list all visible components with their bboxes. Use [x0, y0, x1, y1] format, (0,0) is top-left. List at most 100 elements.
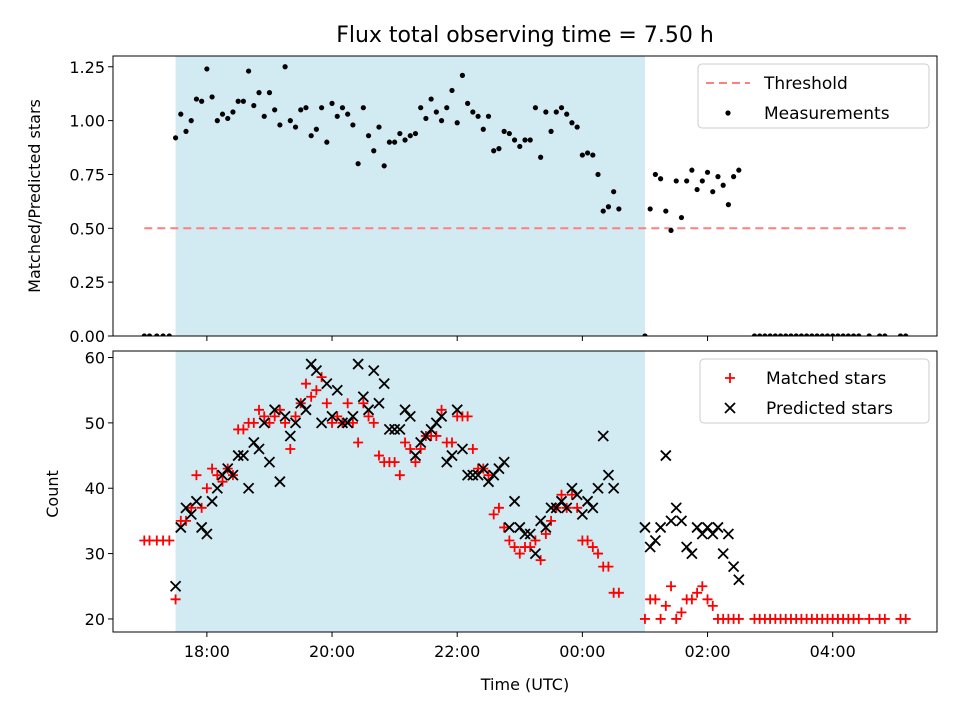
matched-star-point	[525, 542, 536, 553]
matched-star-point	[254, 404, 265, 415]
predicted-star-point	[331, 384, 343, 396]
matched-star-point	[342, 398, 353, 409]
predicted-star-point	[284, 430, 296, 442]
ratio-observing-window	[175, 56, 645, 336]
matched-star-point	[353, 437, 364, 448]
predicted-star-point	[211, 482, 223, 494]
measurement-point	[611, 189, 617, 195]
measurement-point	[219, 111, 226, 117]
measurement-point	[376, 124, 382, 130]
measurement-point	[663, 208, 669, 214]
matched-star-point	[900, 613, 911, 624]
matched-star-point	[207, 463, 218, 474]
measurement-point	[809, 333, 815, 336]
predicted-star-point	[571, 489, 583, 501]
matched-star-point	[431, 430, 442, 441]
predicted-star-point	[545, 502, 557, 514]
measurement-point	[668, 227, 674, 234]
matched-star-point	[514, 548, 525, 559]
predicted-star-point	[269, 404, 281, 416]
measurement-point	[261, 113, 267, 119]
measurement-point	[532, 105, 539, 111]
predicted-star-point	[357, 391, 369, 403]
measurement-point	[824, 333, 831, 336]
matched-star-point	[572, 502, 583, 513]
predicted-star-point	[733, 574, 745, 586]
count-y-tick-label: 40	[85, 479, 105, 498]
legend-predicted-swatch	[724, 402, 736, 414]
predicted-star-point	[529, 547, 542, 560]
measurement-point	[704, 169, 711, 175]
x-tick-label: 00:00	[559, 642, 605, 661]
predicted-star-point	[540, 521, 552, 534]
measurement-point	[345, 111, 351, 117]
matched-star-point	[509, 542, 520, 553]
measurement-point	[360, 105, 366, 111]
measurement-point	[496, 146, 502, 152]
count-y-tick-label: 60	[85, 349, 105, 368]
measurement-point	[574, 124, 580, 130]
matched-star-point	[436, 404, 447, 415]
measurement-point	[772, 333, 778, 336]
measurement-point	[798, 333, 805, 336]
measurement-point	[298, 107, 304, 113]
measurement-point	[339, 105, 346, 111]
measurement-point	[850, 333, 857, 336]
matched-star-point	[650, 594, 661, 605]
matched-star-point	[410, 457, 421, 468]
measurement-point	[209, 94, 215, 100]
measurement-point	[371, 148, 377, 154]
matched-star-point	[311, 385, 322, 396]
measurement-point	[642, 333, 648, 336]
predicted-star-point	[342, 417, 354, 429]
predicted-star-point	[295, 397, 307, 409]
predicted-star-point	[493, 462, 505, 475]
measurement-point	[553, 109, 559, 115]
predicted-star-point	[300, 404, 312, 416]
predicted-star-point	[222, 462, 234, 475]
measurement-point	[522, 137, 528, 143]
predicted-star-point	[420, 430, 432, 442]
matched-star-point	[671, 613, 682, 624]
matched-star-point	[535, 555, 546, 566]
matched-star-point	[285, 444, 296, 455]
predicted-star-point	[362, 404, 375, 416]
predicted-star-point	[472, 469, 484, 481]
matched-star-point	[530, 535, 541, 546]
measurement-point	[433, 109, 439, 115]
measurement-point	[835, 333, 841, 336]
measurement-point	[736, 167, 742, 173]
legend-label: Measurements	[764, 104, 890, 124]
x-tick-label: 04:00	[810, 642, 856, 661]
predicted-star-point	[639, 521, 651, 534]
matched-star-point	[321, 398, 332, 409]
x-tick-label: 22:00	[434, 642, 480, 661]
measurement-point	[657, 176, 664, 182]
count-observing-window	[175, 351, 645, 632]
matched-star-point	[613, 587, 624, 598]
predicted-star-point	[253, 443, 265, 455]
measurement-point	[678, 214, 685, 221]
measurement-point	[501, 128, 507, 134]
legend-label: Threshold	[763, 74, 848, 94]
measurement-point	[355, 161, 361, 167]
predicted-star-point	[696, 528, 708, 540]
matched-star-point	[639, 613, 650, 624]
matched-star-point	[697, 581, 708, 592]
measurement-point	[266, 90, 273, 96]
predicted-star-point	[258, 417, 270, 429]
measurement-point	[584, 150, 591, 156]
measurement-point	[204, 66, 210, 72]
matched-star-point	[347, 417, 358, 428]
measurement-point	[564, 111, 570, 117]
count-y-axis-label: Count	[43, 470, 62, 518]
measurement-point	[783, 333, 789, 336]
matched-star-point	[181, 515, 192, 526]
predicted-star-point	[587, 502, 599, 514]
predicted-star-point	[722, 528, 735, 540]
predicted-star-point	[180, 502, 192, 514]
x-tick-label: 20:00	[309, 642, 355, 661]
measurement-point	[256, 90, 262, 96]
matched-star-point	[238, 424, 249, 435]
matched-star-point	[280, 417, 291, 428]
